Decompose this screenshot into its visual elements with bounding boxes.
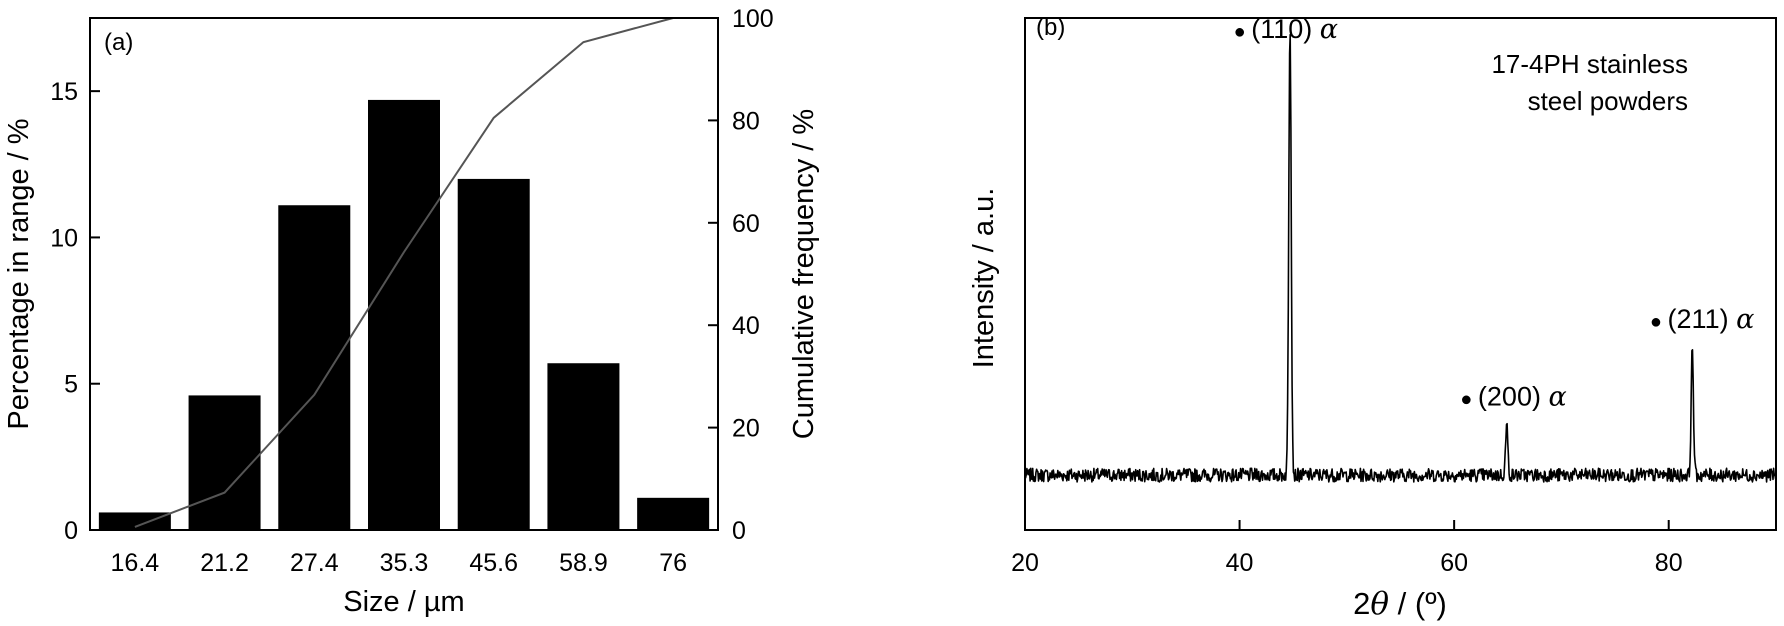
sample-annotation-line-2: steel powders — [1528, 86, 1688, 116]
x-tick-label-b-40: 40 — [1226, 549, 1254, 577]
y-tick-label-right-0: 0 — [732, 517, 746, 545]
plot-frame-b — [1024, 17, 1777, 531]
peak-marker-dot: ● — [1650, 311, 1668, 333]
x-tick-label-58.9: 58.9 — [559, 549, 608, 577]
y-tick-label-right-40: 40 — [732, 312, 760, 340]
peak-label-200: ● (200) α — [1460, 381, 1566, 412]
bar-35.3 — [368, 99, 440, 531]
x-tick-label-b-20: 20 — [1011, 549, 1039, 577]
x-tick-label-76: 76 — [659, 549, 687, 577]
x-tick-label-27.4: 27.4 — [290, 549, 339, 577]
peak-label-110: ● (110) α — [1234, 14, 1338, 45]
y-axis-title-b: Intensity / a.u. — [968, 188, 1000, 369]
bar-16.4 — [98, 512, 171, 530]
bar-21.2 — [188, 395, 261, 530]
panel-label-b: (b) — [1036, 14, 1065, 41]
x-axis-ticks-b: 20 40 60 80 — [1011, 520, 1683, 577]
x-tick-label-35.3: 35.3 — [380, 549, 429, 577]
y-tick-label-left-5: 5 — [64, 371, 78, 399]
y-axis-ticks-left: 0 5 10 15 — [50, 78, 100, 545]
xrd-intensity-line — [1024, 33, 1777, 483]
y-axis-ticks-right: 0 20 40 60 80 100 — [708, 5, 774, 545]
peak-miller-index: (200) — [1478, 381, 1549, 411]
x-tick-label-21.2: 21.2 — [200, 549, 249, 577]
sample-annotation-line-1: 17-4PH stainless — [1491, 49, 1688, 79]
x-tick-label-16.4: 16.4 — [111, 549, 160, 577]
panel-a-size-distribution: 0 5 10 15 0 20 40 60 80 100 16.4 21.2 27.4 35.3 45.6… — [3, 5, 820, 618]
x-axis-ticks: 16.4 21.2 27.4 35.3 45.6 58.9 76 — [111, 549, 688, 577]
plot-frame-a — [89, 17, 719, 531]
bar-45.6 — [457, 178, 530, 530]
peak-phase-alpha: α — [1548, 381, 1566, 412]
peak-phase-alpha: α — [1736, 304, 1754, 335]
peak-miller-index: (110) — [1251, 14, 1320, 44]
x-axis-title-a: Size / µm — [343, 586, 464, 618]
peak-labels: ● (110) α● (200) α● (211) α — [1234, 14, 1755, 412]
x-tick-label-b-60: 60 — [1440, 549, 1468, 577]
x-tick-label-45.6: 45.6 — [469, 549, 518, 577]
y-tick-label-left-15: 15 — [50, 78, 78, 106]
x-axis-title-theta: θ — [1370, 586, 1389, 622]
y-tick-label-right-20: 20 — [732, 415, 760, 443]
bar-27.4 — [278, 205, 351, 530]
bar-series — [98, 99, 710, 531]
y-tick-label-right-60: 60 — [732, 210, 760, 238]
peak-miller-index: (211) — [1668, 304, 1737, 334]
peak-marker-dot: ● — [1234, 21, 1252, 43]
y-tick-label-left-10: 10 — [50, 224, 78, 252]
y-tick-label-left-0: 0 — [64, 517, 78, 545]
panel-b-xrd-pattern: 20 40 60 80 (b) 17-4PH stainless steel powd… — [968, 14, 1777, 622]
x-tick-label-b-80: 80 — [1655, 549, 1683, 577]
y-tick-label-right-80: 80 — [732, 107, 760, 135]
y-tick-label-right-100: 100 — [732, 5, 774, 33]
cumulative-frequency-line — [134, 17, 674, 528]
peak-phase-alpha: α — [1320, 14, 1338, 45]
bar-76 — [637, 497, 710, 530]
y-axis-title-right: Cumulative frequency / % — [788, 109, 820, 439]
peak-marker-dot: ● — [1460, 388, 1478, 410]
x-axis-title-prefix: 2 — [1353, 586, 1370, 621]
bar-58.9 — [547, 363, 620, 530]
peak-label-211: ● (211) α — [1650, 304, 1754, 335]
y-axis-title-left: Percentage in range / % — [3, 118, 35, 429]
x-axis-title-b: 2θ / (º) — [1353, 586, 1447, 622]
x-axis-title-suffix: / (º) — [1389, 586, 1447, 621]
panel-label-a: (a) — [104, 29, 133, 56]
